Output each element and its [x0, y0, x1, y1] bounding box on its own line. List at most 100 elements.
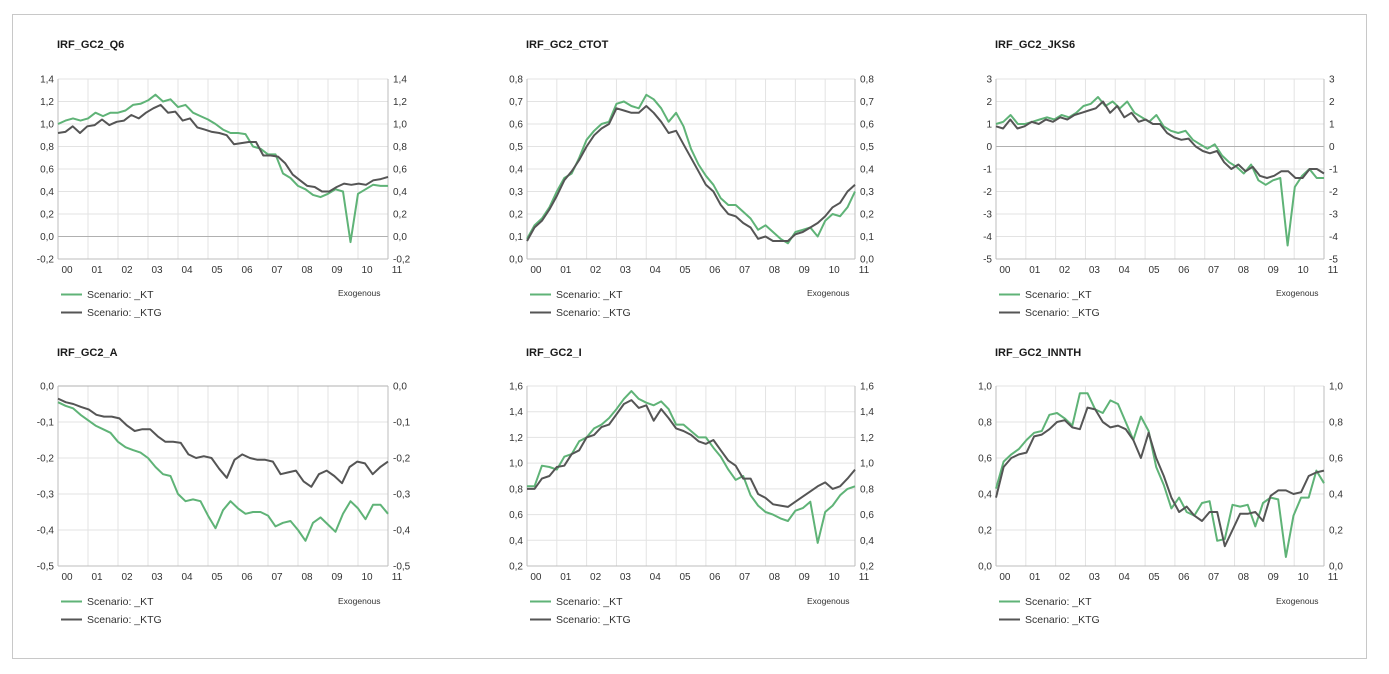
x-tick-label: 10	[829, 265, 841, 276]
x-tick-label: 00	[999, 572, 1011, 583]
legend-label-ktg: Scenario: _KTG	[1025, 307, 1100, 318]
chart-title: IRF_GC2_A	[57, 347, 118, 359]
y-tick-label-left: -0,1	[37, 418, 55, 429]
y-tick-label-right: 0,8	[860, 484, 874, 495]
y-tick-label-left: 1,2	[40, 97, 54, 108]
x-tick-label: 09	[331, 572, 343, 583]
chart-title: IRF_GC2_JKS6	[995, 39, 1075, 51]
chart-panel-jks6: IRF_GC2_JKS6-5 -5-4 -4-3 -3-2 -2-1 -10 01 12 23 3…	[983, 39, 1338, 318]
x-tick-label: 01	[91, 265, 103, 276]
y-tick-label-left: -2	[983, 187, 992, 198]
series-line-ktg	[57, 103, 389, 193]
y-tick-label-right: 0,6	[1329, 454, 1343, 465]
x-tick-label: 11	[392, 265, 403, 276]
x-tick-label: 02	[121, 265, 133, 276]
y-tick-label-right: -0,2	[393, 255, 411, 266]
legend-label-kt: Scenario: _KT	[556, 596, 623, 608]
x-tick-label: 06	[1178, 572, 1190, 583]
y-tick-label-left: 0,6	[509, 120, 523, 131]
chart-panel-q6: IRF_GC2_Q6 -0,2 -0,2 0,0 0,0 0,2 0,2 0,4 0,4 0,6 0…	[37, 39, 411, 318]
series-line-ktg	[526, 105, 856, 242]
legend-label-ktg: Scenario: _KTG	[87, 307, 162, 318]
legend-label-kt: Scenario: _KT	[1025, 289, 1092, 301]
series-line-kt	[57, 93, 388, 244]
y-tick-label-left: -0,2	[37, 454, 55, 465]
x-axis-label: Exogenous	[807, 288, 850, 298]
y-tick-label-left: -0,3	[37, 490, 55, 501]
x-tick-label: 00	[999, 265, 1011, 276]
x-tick-label: 02	[590, 265, 602, 276]
legend-label-kt: Scenario: _KT	[87, 289, 154, 301]
x-tick-label: 01	[560, 572, 572, 583]
series-line-kt	[527, 390, 856, 544]
chart-panel-a: IRF_GC2_A -0,5 -0,5 -0,4 -0,4 -0,3 -0,3 -0,2 -0,…	[37, 347, 411, 626]
x-tick-label: 08	[769, 265, 781, 276]
series-line-ktg	[995, 100, 1325, 179]
y-tick-label-left: 0,6	[509, 510, 523, 521]
y-tick-label-left: 0,6	[978, 454, 992, 465]
y-tick-label-right: 0,4	[860, 165, 874, 176]
y-tick-label-left: 0,3	[509, 187, 523, 198]
y-tick-label-right: 1,4	[393, 75, 407, 86]
x-tick-label: 02	[1059, 572, 1071, 583]
x-tick-label: 05	[679, 572, 691, 583]
x-tick-label: 07	[1208, 265, 1220, 276]
y-tick-label-right: 0,6	[860, 510, 874, 521]
y-tick-label-right: 0,0	[860, 255, 874, 266]
y-tick-label-right: 0,7	[860, 97, 874, 108]
y-tick-label-right: 0,0	[393, 382, 407, 393]
y-tick-label-right: 1,2	[860, 433, 874, 444]
y-tick-label-right: -4	[1329, 232, 1338, 243]
legend-label-ktg: Scenario: _KTG	[556, 307, 631, 318]
legend-label-kt: Scenario: _KT	[87, 596, 154, 608]
series-line-kt	[995, 392, 1325, 558]
x-tick-label: 01	[1029, 572, 1041, 583]
y-tick-label-left: 1,4	[509, 407, 523, 418]
x-tick-label: 02	[1059, 265, 1071, 276]
y-tick-label-right: -1	[1329, 165, 1338, 176]
x-tick-label: 01	[560, 265, 572, 276]
y-tick-label-left: -4	[983, 232, 992, 243]
y-tick-label-right: -0,2	[393, 454, 411, 465]
x-axis-label: Exogenous	[807, 596, 850, 606]
legend-label-ktg: Scenario: _KTG	[87, 614, 162, 626]
y-tick-label-right: 0,5	[860, 142, 874, 153]
x-tick-label: 00	[61, 572, 73, 583]
y-tick-label-left: 2	[986, 97, 992, 108]
x-tick-label: 09	[799, 265, 811, 276]
x-tick-label: 08	[1238, 572, 1250, 583]
y-tick-label-right: 0,8	[860, 75, 874, 86]
x-tick-label: 06	[241, 265, 253, 276]
y-tick-label-right: 3	[1329, 75, 1335, 86]
x-tick-label: 10	[361, 572, 373, 583]
x-tick-label: 04	[1119, 265, 1131, 276]
y-tick-label-left: -0,5	[37, 562, 55, 573]
y-tick-label-left: 1,6	[509, 382, 523, 393]
y-tick-label-left: 0,0	[40, 232, 54, 243]
y-tick-label-right: -0,5	[393, 562, 411, 573]
x-tick-label: 07	[1208, 572, 1220, 583]
y-tick-label-left: -1	[983, 165, 992, 176]
x-tick-label: 07	[739, 265, 751, 276]
legend-label-kt: Scenario: _KT	[556, 289, 623, 301]
x-tick-label: 03	[151, 572, 163, 583]
y-tick-label-left: 0,0	[978, 562, 992, 573]
x-tick-label: 06	[709, 265, 721, 276]
y-tick-label-right: -5	[1329, 255, 1338, 266]
x-tick-label: 06	[709, 572, 721, 583]
x-tick-label: 08	[769, 572, 781, 583]
y-tick-label-right: 0,2	[860, 562, 874, 573]
y-tick-label-right: -0,1	[393, 418, 411, 429]
x-tick-label: 10	[829, 572, 841, 583]
y-tick-label-right: 0,0	[1329, 562, 1343, 573]
x-tick-label: 11	[1328, 572, 1339, 583]
y-tick-label-right: -0,3	[393, 490, 411, 501]
x-tick-label: 10	[1298, 265, 1310, 276]
x-tick-label: 04	[650, 572, 662, 583]
x-tick-label: 11	[859, 572, 870, 583]
y-tick-label-left: -3	[983, 210, 992, 221]
chart-panel-i: IRF_GC2_I 0,2 0,2 0,4 0,4 0,6 0,6 0,8 0,8 1,0 1,0 1…	[509, 347, 874, 626]
y-tick-label-left: 0,4	[509, 165, 523, 176]
y-tick-label-left: 0,4	[40, 187, 54, 198]
y-tick-label-right: 1,2	[393, 97, 407, 108]
